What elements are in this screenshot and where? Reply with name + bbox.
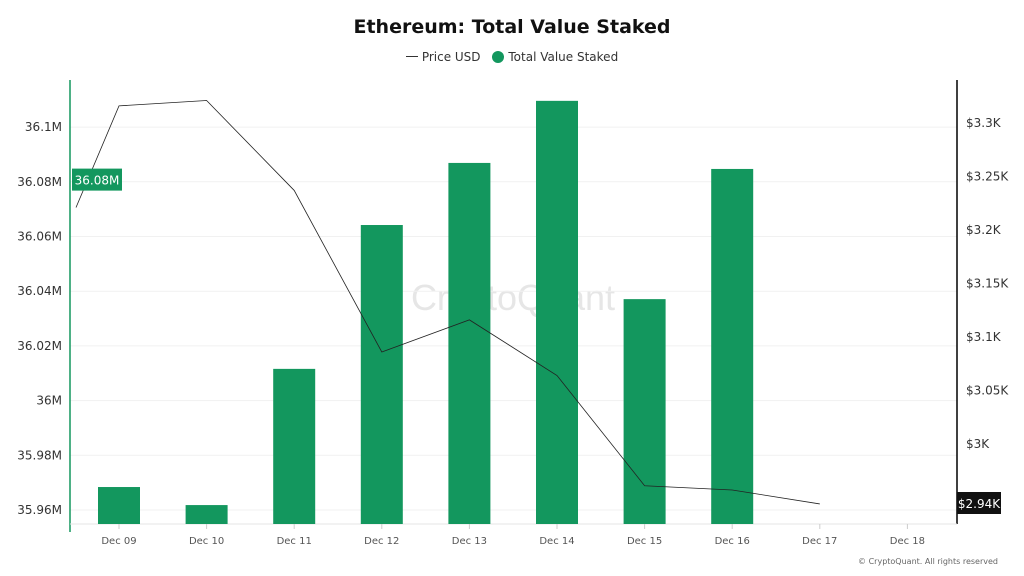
- left-tick-label: 36.08M: [17, 175, 62, 189]
- legend-staked[interactable]: Total Value Staked: [508, 49, 619, 64]
- bar-dec-12: [360, 225, 403, 524]
- x-tick-label: Dec 14: [539, 536, 574, 547]
- left-tick-label: 35.96M: [17, 503, 62, 517]
- x-tick-label: Dec 17: [802, 536, 837, 547]
- right-tick-label: $3K: [966, 437, 990, 451]
- right-tick-label: $3.15K: [966, 277, 1009, 291]
- legend-line-swatch: [405, 56, 418, 57]
- bar-dec-14: [536, 100, 578, 525]
- bar-dec-11: [273, 368, 316, 524]
- chart-title: Ethereum: Total Value Staked: [353, 16, 671, 38]
- right-tick-label: $3.05K: [966, 384, 1009, 398]
- x-tick-label: Dec 09: [101, 536, 136, 547]
- x-tick-label: Dec 18: [890, 536, 925, 547]
- bar-dec-16: [711, 168, 754, 524]
- bar-dec-13: [448, 162, 491, 524]
- right-tick-label: $3.1K: [966, 330, 1002, 344]
- left-tick-label: 36.1M: [25, 120, 62, 134]
- x-tick-label: Dec 13: [452, 536, 487, 547]
- right-tick-label: $3.25K: [966, 170, 1009, 184]
- right-tick-label: $3.3K: [966, 116, 1002, 130]
- left-tick-label: 36.04M: [17, 284, 62, 298]
- x-tick-label: Dec 16: [715, 536, 750, 547]
- bar-dec-09: [98, 487, 140, 524]
- left-tick-label: 36M: [36, 394, 62, 408]
- x-tick-label: Dec 12: [364, 536, 399, 547]
- x-tick-label: Dec 10: [189, 536, 224, 547]
- left-tick-label: 36.02M: [17, 339, 62, 353]
- left-current-badge: [72, 168, 122, 191]
- right-current-badge: [957, 492, 1001, 514]
- watermark: CryptoQuant: [411, 277, 615, 318]
- footer-copyright: © CryptoQuant. All rights reserved: [858, 557, 998, 566]
- price-line: [75, 100, 820, 505]
- bar-dec-15: [623, 299, 666, 524]
- right-current-label: $2.94K: [958, 497, 1001, 511]
- legend: Price USD Total Value Staked: [0, 49, 1024, 64]
- x-tick-label: Dec 15: [627, 536, 662, 547]
- x-tick-label: Dec 11: [277, 536, 312, 547]
- bar-dec-10: [185, 505, 228, 524]
- left-tick-label: 36.06M: [17, 230, 62, 244]
- right-tick-label: $3.2K: [966, 223, 1002, 237]
- legend-price[interactable]: Price USD: [421, 49, 481, 64]
- legend-dot-swatch: [492, 50, 505, 63]
- left-current-label: 36.08M: [75, 174, 120, 188]
- left-tick-label: 35.98M: [17, 448, 62, 462]
